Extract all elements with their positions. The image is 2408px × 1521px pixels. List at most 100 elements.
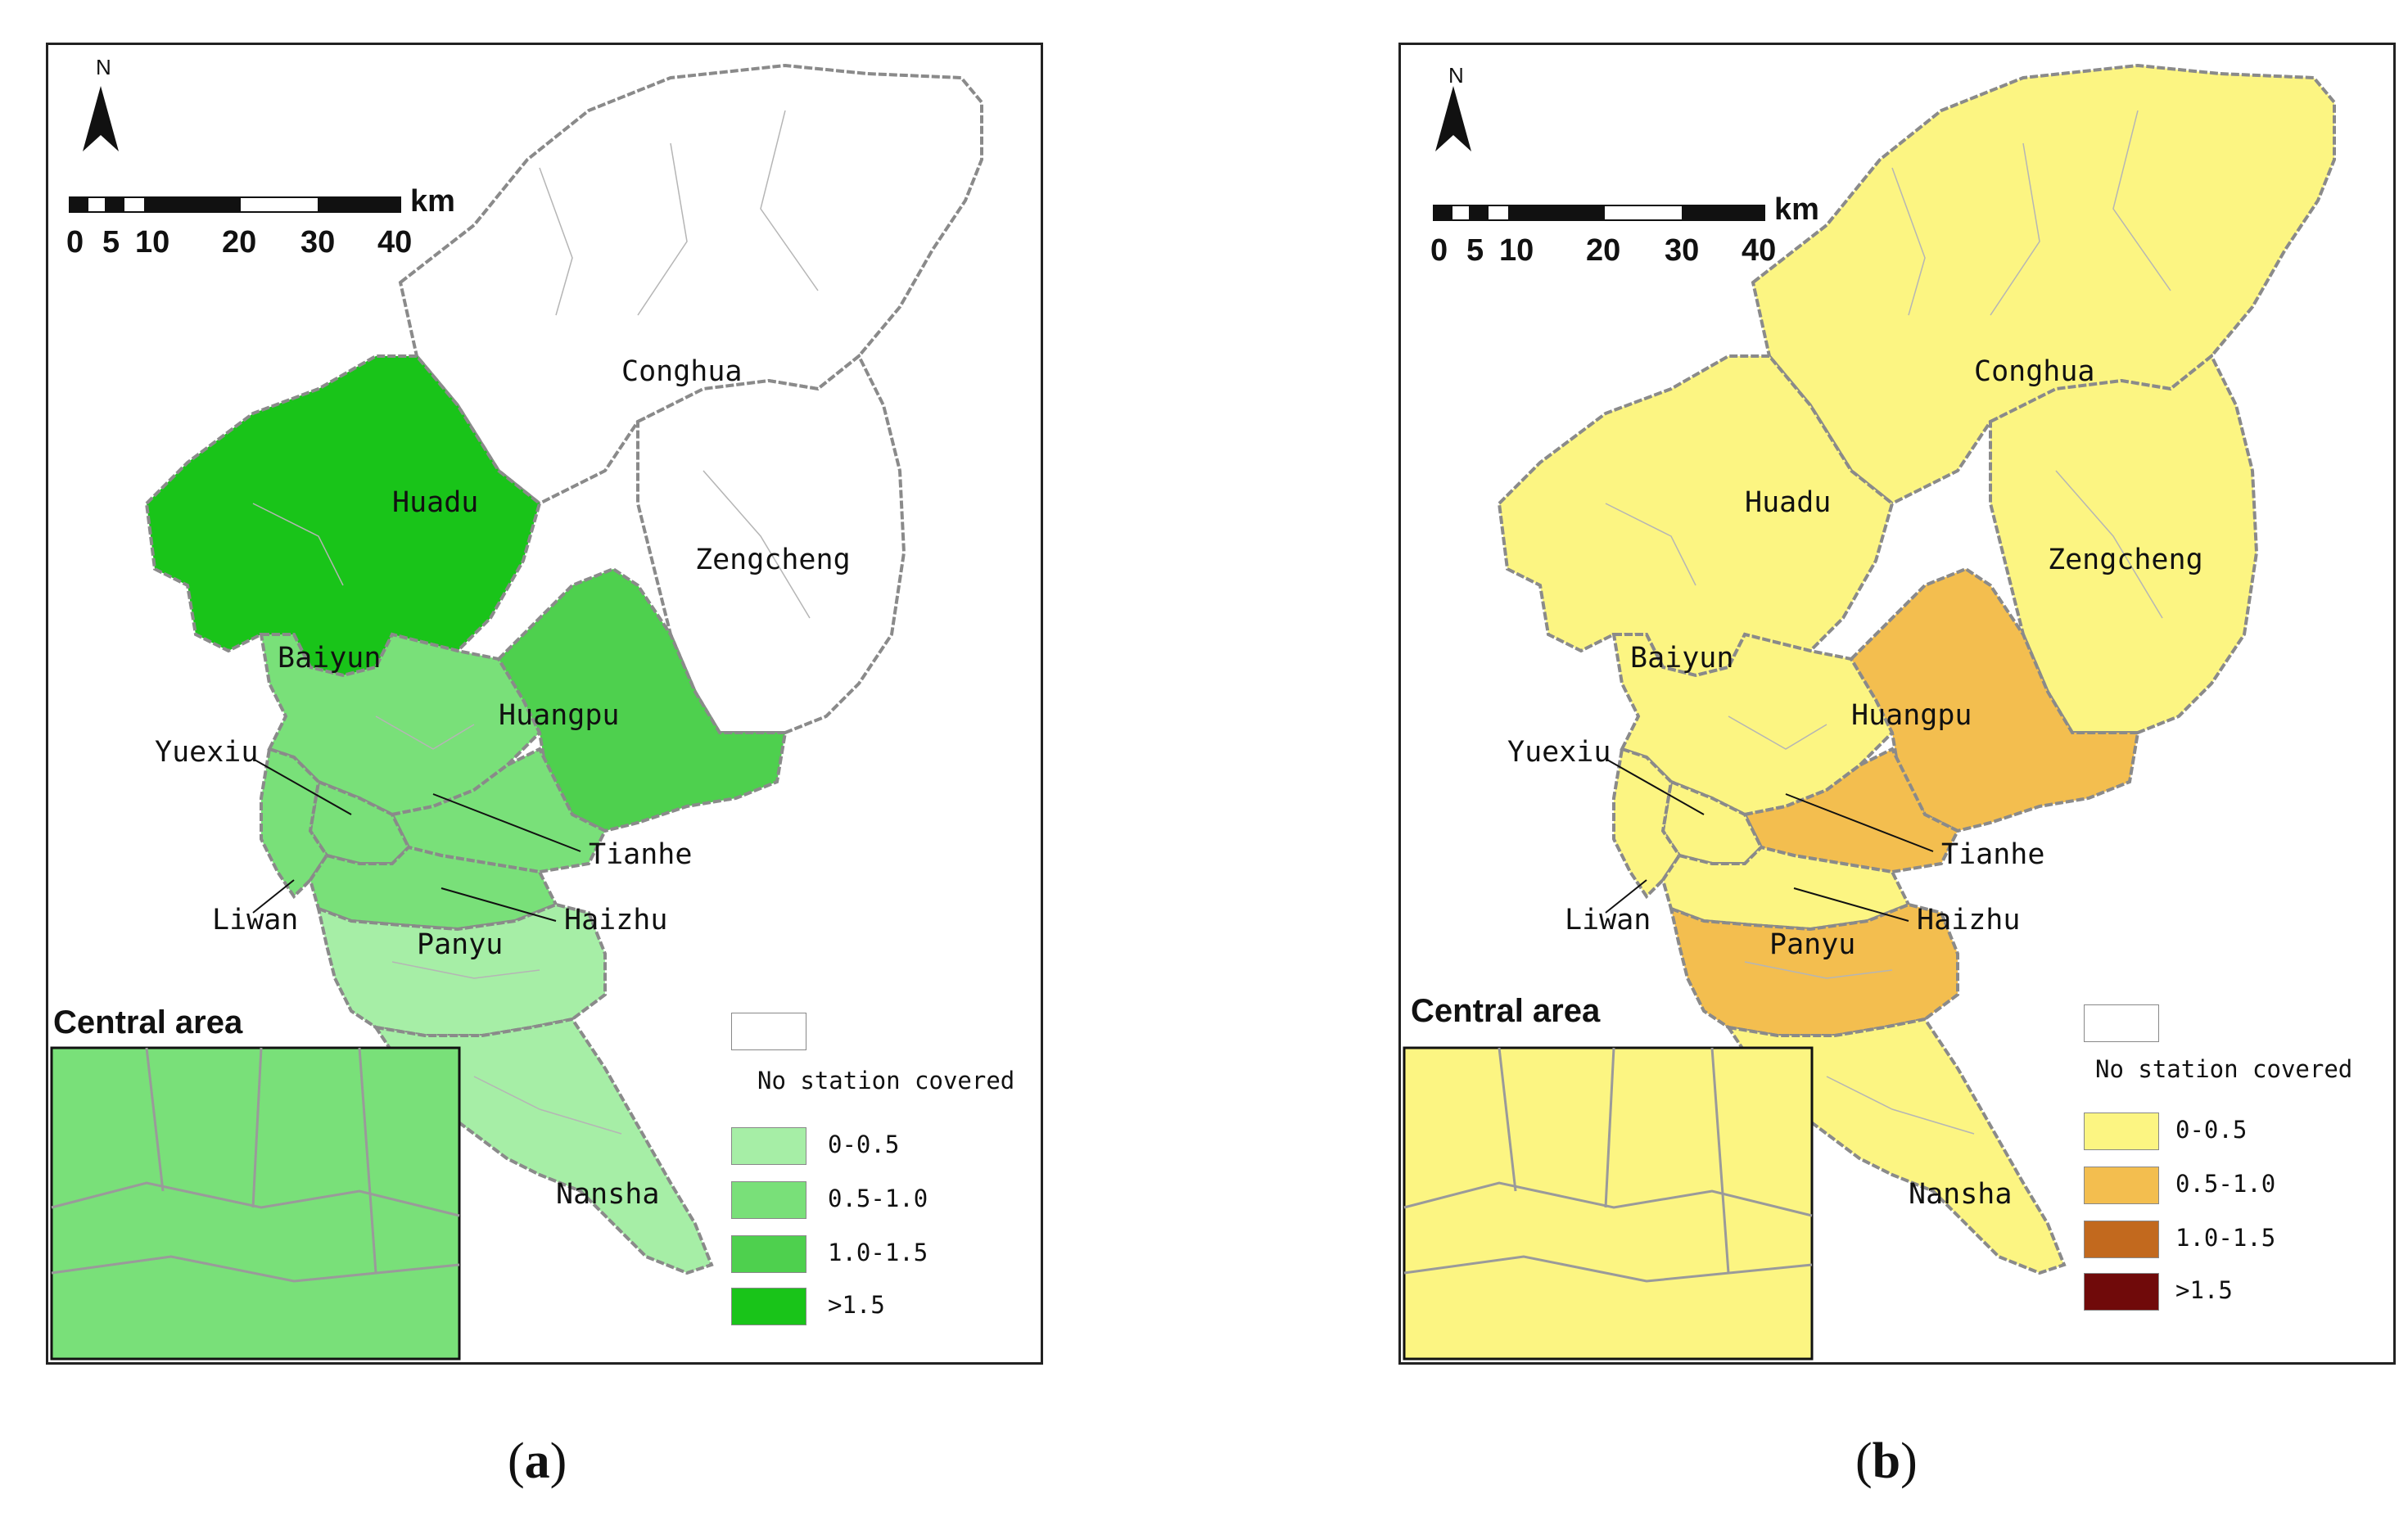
inset-boundary (1498, 1047, 1517, 1192)
district-label-liwan: Liwan (1565, 904, 1651, 937)
district-label-huangpu: Huangpu (499, 699, 620, 732)
district-label-panyu: Panyu (1769, 928, 1855, 961)
scale-tick-label-5: 5 (102, 225, 120, 260)
scale-tick-label-10: 10 (135, 225, 170, 260)
legend-label-2: 1.0-1.5 (2175, 1224, 2276, 1252)
legend-swatch-none (2084, 1004, 2159, 1042)
scale-tick-label-5: 5 (1466, 233, 1484, 268)
district-label-tianhe: Tianhe (589, 838, 692, 871)
district-conghua (398, 63, 983, 506)
district-map: Conghua Huadu Zengcheng Baiyun Huangpu Yuexiu… (1403, 63, 2336, 1361)
scale-tick-label-0: 0 (1430, 233, 1448, 268)
scale-tick-label-40: 40 (1742, 233, 1777, 268)
district-label-zengcheng: Zengcheng (695, 544, 851, 576)
subdistrict-boundary (637, 142, 688, 316)
scale-unit: km (1774, 192, 1819, 227)
district-label-baiyun: Baiyun (1630, 642, 1733, 675)
subdistrict-boundary (1990, 142, 2040, 316)
inset-boundary (1604, 1047, 1615, 1208)
district-label-huangpu: Huangpu (1851, 699, 1972, 732)
district-label-baiyun: Baiyun (278, 642, 381, 675)
district-label-yuexiu: Yuexiu (1507, 736, 1611, 769)
caption-letter: a (524, 1433, 550, 1489)
scale-bar-segment (1451, 205, 1471, 221)
north-arrow-icon (1435, 86, 1471, 151)
inset-frame (50, 1046, 461, 1361)
inset-title: Central area (53, 1004, 243, 1040)
legend-label-3: >1.5 (2175, 1276, 2233, 1304)
legend-label-0: 0-0.5 (2175, 1116, 2248, 1144)
inset-boundary (358, 1047, 377, 1274)
scale-bar-segment (1469, 205, 1489, 221)
legend-swatch-0 (731, 1127, 806, 1165)
subdistrict-boundary (473, 1076, 622, 1135)
caption-close-paren: ) (1900, 1433, 1918, 1489)
subdistrict-boundary (760, 110, 819, 291)
leader-line-haizhu (440, 887, 557, 922)
inset-boundary (1403, 1255, 1813, 1283)
legend-swatch-3 (2084, 1273, 2159, 1311)
legend-swatch-3 (731, 1288, 806, 1325)
inset-title: Central area (1411, 993, 1601, 1029)
scale-bar-segment (1508, 205, 1605, 221)
scale-bar-segment (318, 196, 401, 213)
district-label-nansha: Nansha (1909, 1178, 2012, 1211)
subdistrict-boundary (375, 715, 475, 750)
map-panel-a: Conghua Huadu Zengcheng Baiyun Huangpu Yuexiu… (46, 43, 1043, 1365)
legend-label-1: 0.5-1.0 (828, 1185, 928, 1212)
leader-line-liwan (1605, 879, 1647, 914)
scale-tick-label-0: 0 (66, 225, 84, 260)
scale-bar-segment (239, 196, 319, 213)
subdistrict-boundary (703, 470, 811, 619)
central-area-inset (1403, 1046, 1814, 1361)
inset-boundary (145, 1047, 165, 1192)
legend-label-3: >1.5 (828, 1291, 885, 1319)
north-letter: N (96, 55, 111, 79)
district-zengcheng (1989, 353, 2259, 734)
legend-label-none: No station covered (2095, 1055, 2353, 1083)
legend-swatch-2 (731, 1235, 806, 1273)
subdistrict-boundary (1744, 961, 1893, 979)
leader-line-yuexiu (1605, 758, 1705, 815)
scale-bar-segment (1603, 205, 1683, 221)
subdistrict-boundary (2112, 110, 2171, 291)
inset-boundary (251, 1047, 263, 1208)
leader-line-tianhe (1785, 793, 1934, 852)
subdistrict-boundary (1826, 1076, 1975, 1135)
subdistrict-boundary (1728, 715, 1827, 750)
district-label-conghua: Conghua (621, 355, 743, 388)
leader-line-tianhe (432, 793, 581, 852)
subdistrict-boundary (539, 167, 573, 316)
inset-boundary (1403, 1181, 1813, 1217)
inset-boundary (51, 1181, 460, 1217)
district-map: Conghua Huadu Zengcheng Baiyun Huangpu Yuexiu… (50, 63, 983, 1361)
legend-label-none: No station covered (757, 1067, 1015, 1094)
scale-bar-segment (1487, 205, 1510, 221)
map-panel-b: Conghua Huadu Zengcheng Baiyun Huangpu Yuexiu… (1398, 43, 2396, 1365)
district-label-liwan: Liwan (212, 904, 298, 937)
district-label-zengcheng: Zengcheng (2048, 544, 2203, 576)
scale-bar-segment (144, 196, 241, 213)
legend-label-0: 0-0.5 (828, 1131, 900, 1158)
subdistrict-lines (252, 110, 819, 1135)
scale-bar-segment (1433, 205, 1452, 221)
caption-letter: b (1872, 1433, 1901, 1489)
scale-bar-segment (123, 196, 146, 213)
district-panyu (316, 902, 607, 1037)
legend-swatch-none (731, 1013, 806, 1050)
north-letter: N (1448, 63, 1464, 88)
scale-tick-label-20: 20 (222, 225, 257, 260)
inset-frame (1403, 1046, 1814, 1361)
scale-tick-label-30: 30 (300, 225, 336, 260)
subdistrict-boundary (2055, 470, 2163, 619)
leader-line-liwan (252, 879, 295, 914)
scale-tick-label-10: 10 (1499, 233, 1534, 268)
inset-boundary (1710, 1047, 1730, 1274)
district-conghua (1751, 63, 2336, 506)
inset-boundary (51, 1255, 460, 1283)
district-zengcheng (636, 353, 906, 734)
district-label-tianhe: Tianhe (1941, 838, 2044, 871)
district-label-panyu: Panyu (417, 928, 503, 961)
district-label-huadu: Huadu (392, 486, 478, 519)
district-label-haizhu: Haizhu (564, 904, 667, 937)
